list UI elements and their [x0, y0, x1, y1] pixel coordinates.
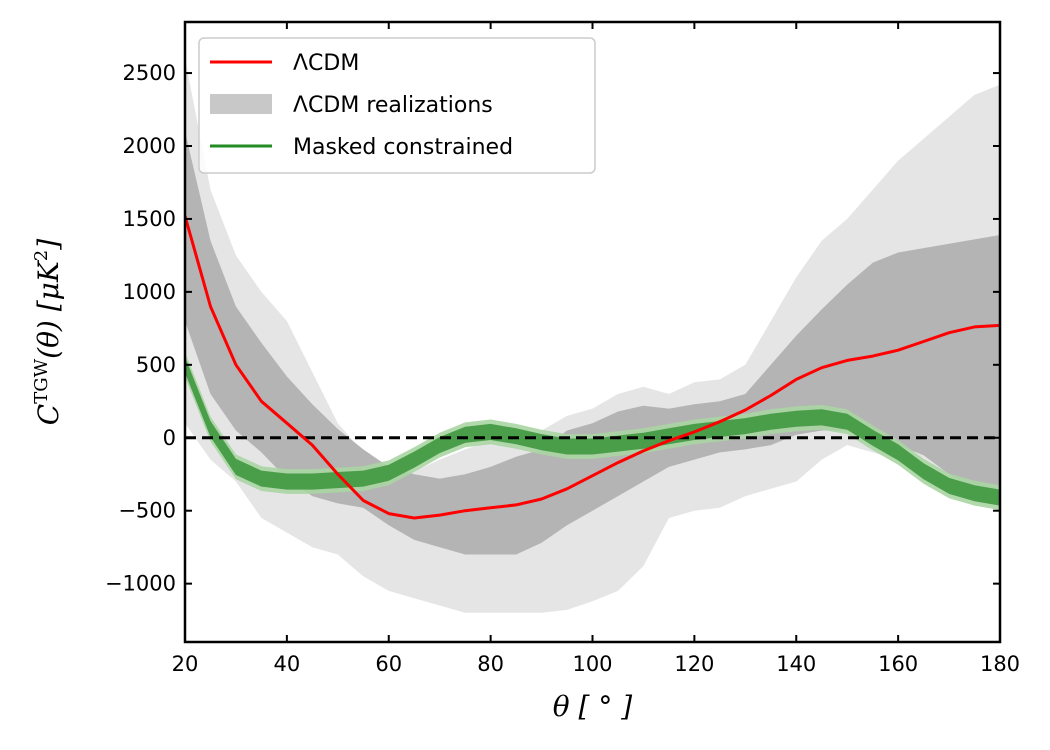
y-tick-label: 1000 — [123, 280, 176, 304]
x-tick-label: 120 — [674, 652, 714, 676]
legend-label: Masked constrained — [293, 135, 513, 160]
legend-label: ΛCDM — [293, 51, 359, 76]
y-axis-label: CTGW(θ) [μK2] — [31, 239, 65, 425]
realizations-68-band — [185, 131, 1000, 555]
y-tick-label: 500 — [136, 353, 176, 377]
x-tick-label: 160 — [878, 652, 918, 676]
y-tick-label: 2000 — [123, 134, 176, 158]
ticks-layer: 20 40 60 80 100 120 140 160 180 −1000 −500 0 500 1000… — [105, 22, 1020, 676]
y-tick-label: 2500 — [123, 61, 176, 85]
x-tick-label: 60 — [375, 652, 402, 676]
lcdm-line — [185, 215, 1000, 520]
constrained-inner-band — [185, 356, 1000, 506]
legend-box — [198, 37, 596, 174]
legend-swatch — [210, 94, 272, 114]
lines-layer — [185, 215, 1000, 520]
y-tick-label: 1500 — [123, 207, 176, 231]
x-tick-label: 80 — [477, 652, 504, 676]
x-axis-label: θ [ ° ] — [553, 690, 632, 723]
legend-label: ΛCDM realizations — [293, 93, 493, 118]
bands-layer — [185, 58, 1000, 613]
x-tick-label: 20 — [172, 652, 199, 676]
x-tick-label: 140 — [776, 652, 816, 676]
x-tick-label: 100 — [572, 652, 612, 676]
legend: ΛCDM ΛCDM realizations Masked constrained — [198, 37, 596, 174]
x-tick-label: 40 — [274, 652, 301, 676]
y-tick-label: 0 — [163, 426, 176, 450]
y-tick-label: −500 — [118, 499, 176, 523]
x-tick-label: 180 — [980, 652, 1020, 676]
y-tick-label: −1000 — [105, 572, 176, 596]
